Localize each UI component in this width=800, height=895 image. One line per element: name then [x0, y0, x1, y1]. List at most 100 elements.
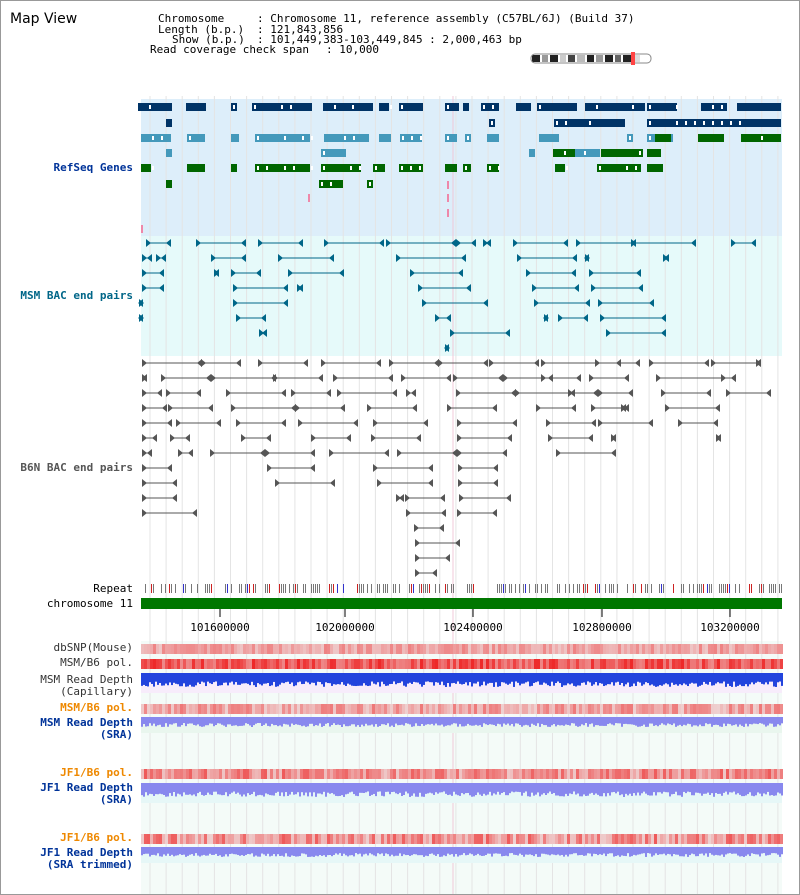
read-depth-bar	[183, 783, 185, 793]
polymorphism-cell	[330, 834, 333, 844]
bac-end-marker	[483, 299, 488, 307]
read-depth-bar	[351, 673, 353, 686]
polymorphism-cell	[234, 659, 237, 669]
polymorphism-cell	[444, 659, 447, 669]
polymorphism-cell	[663, 834, 666, 844]
read-depth-bar	[379, 673, 381, 687]
read-depth-bar	[431, 717, 433, 724]
repeat-mark	[409, 584, 410, 593]
polymorphism-cell	[387, 644, 390, 654]
read-depth-bar	[197, 783, 199, 794]
polymorphism-cell	[759, 769, 762, 779]
read-depth-bar	[325, 673, 327, 683]
read-depth-bar	[275, 783, 277, 793]
read-depth-bar	[405, 783, 407, 792]
polymorphism-cell	[654, 659, 657, 669]
read-depth-bar	[299, 847, 301, 857]
polymorphism-cell	[432, 704, 435, 714]
bac-end-marker	[598, 299, 603, 307]
read-depth-bar	[185, 783, 187, 795]
read-depth-bar	[235, 783, 237, 794]
read-depth-bar	[455, 673, 457, 684]
polymorphism-cell	[450, 834, 453, 844]
polymorphism-cell	[666, 834, 669, 844]
gene-block	[166, 180, 172, 188]
bac-end-marker	[267, 464, 272, 472]
polymorphism-cell	[177, 704, 180, 714]
read-depth-bar	[363, 783, 365, 794]
read-depth-bar	[209, 717, 211, 724]
read-depth-bar	[199, 783, 201, 792]
read-depth-bar	[589, 673, 591, 683]
read-depth-bar	[779, 673, 781, 682]
read-depth-bar	[403, 783, 405, 795]
read-depth-bar	[397, 717, 399, 726]
read-depth-bar	[719, 673, 721, 684]
polymorphism-cell	[591, 644, 594, 654]
polymorphism-cell	[273, 834, 276, 844]
read-depth-bar	[573, 717, 575, 724]
polymorphism-cell	[546, 769, 549, 779]
polymorphism-cell	[765, 704, 768, 714]
bac-end-marker	[512, 419, 517, 427]
polymorphism-cell	[732, 644, 735, 654]
read-depth-bar	[395, 847, 397, 856]
read-depth-bar	[613, 673, 615, 686]
read-depth-bar	[545, 847, 547, 855]
polymorphism-cell	[636, 644, 639, 654]
polymorphism-cell	[234, 769, 237, 779]
read-depth-bar	[673, 783, 675, 794]
polymorphism-cell	[258, 769, 261, 779]
read-depth-bar	[595, 847, 597, 854]
read-depth-bar	[335, 717, 337, 725]
bac-end-marker	[456, 239, 461, 247]
polymorphism-cell	[564, 659, 567, 669]
read-depth-bar	[395, 717, 397, 724]
polymorphism-cell	[153, 769, 156, 779]
polymorphism-cell	[531, 769, 534, 779]
read-depth-bar	[315, 673, 317, 686]
polymorphism-cell	[672, 644, 675, 654]
polymorphism-cell	[363, 704, 366, 714]
read-depth-bar	[643, 673, 645, 685]
read-depth-bar	[669, 673, 671, 687]
polymorphism-cell	[372, 704, 375, 714]
read-depth-bar	[161, 717, 163, 727]
polymorphism-cell	[633, 769, 636, 779]
jf1-b6-pol-label: JF1/B6 pol.	[60, 766, 133, 779]
read-depth-bar	[651, 673, 653, 685]
bac-end-marker	[721, 374, 726, 382]
repeat-mark	[613, 584, 614, 593]
read-depth-bar	[409, 783, 411, 797]
polymorphism-cell	[726, 769, 729, 779]
read-depth-bar	[765, 717, 767, 727]
read-depth-bar	[401, 717, 403, 725]
read-depth-bar	[303, 673, 305, 684]
bac-end-marker	[159, 269, 164, 277]
bac-end-marker	[324, 239, 329, 247]
read-depth-bar	[469, 783, 471, 796]
read-depth-bar	[239, 673, 241, 685]
polymorphism-cell	[672, 769, 675, 779]
polymorphism-cell	[426, 834, 429, 844]
polymorphism-cell	[300, 769, 303, 779]
gene-exon-mark	[632, 105, 634, 109]
repeat-mark	[451, 584, 452, 593]
read-depth-bar	[399, 783, 401, 793]
repeat-mark	[253, 584, 254, 593]
read-depth-bar	[551, 847, 553, 855]
polymorphism-cell	[546, 704, 549, 714]
polymorphism-cell	[762, 659, 765, 669]
polymorphism-cell	[744, 644, 747, 654]
polymorphism-cell	[516, 659, 519, 669]
polymorphism-cell	[390, 659, 393, 669]
repeat-mark	[689, 584, 690, 593]
polymorphism-cell	[528, 834, 531, 844]
repeat-mark	[641, 584, 642, 593]
read-depth-bar	[451, 847, 453, 855]
repeat-mark	[439, 584, 440, 593]
polymorphism-cell	[249, 659, 252, 669]
read-depth-bar	[385, 717, 387, 726]
read-depth-bar	[673, 673, 675, 685]
